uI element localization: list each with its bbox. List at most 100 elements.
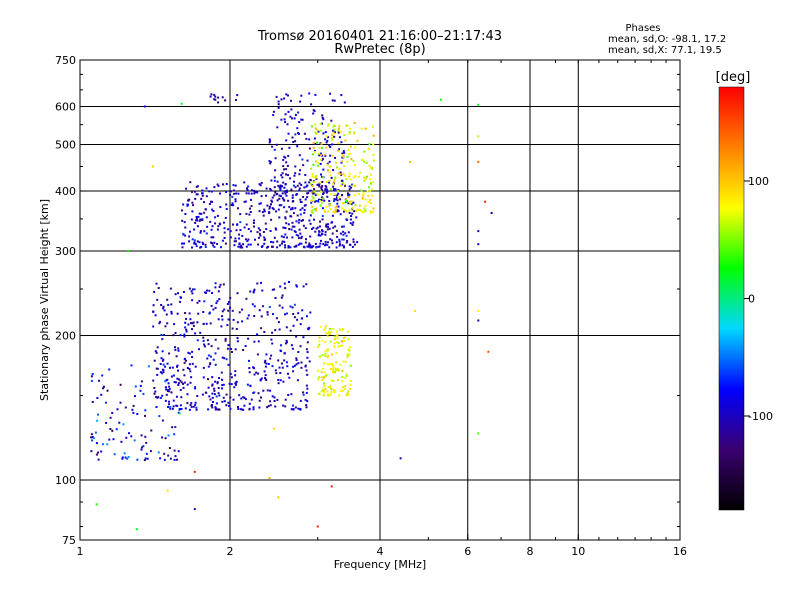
- echo-point: [214, 338, 217, 341]
- echo-point: [351, 206, 354, 209]
- echo-point: [253, 340, 256, 343]
- echo-point: [269, 188, 272, 190]
- echo-point: [92, 437, 95, 439]
- echo-point: [244, 398, 247, 401]
- echo-point: [318, 154, 321, 157]
- echo-point: [118, 421, 121, 424]
- echo-point: [348, 172, 351, 175]
- echo-point: [242, 243, 245, 246]
- echo-point: [324, 138, 327, 141]
- echo-point: [232, 184, 235, 187]
- echo-point: [179, 404, 182, 407]
- echo-point: [328, 227, 331, 230]
- echo-point: [360, 127, 363, 130]
- echo-point: [337, 131, 340, 134]
- echo-point: [271, 331, 274, 334]
- echo-point: [297, 111, 300, 114]
- echo-point: [160, 333, 163, 336]
- echo-point: [144, 414, 146, 417]
- echo-point: [328, 160, 331, 163]
- echo-point: [344, 184, 346, 187]
- echo-point: [324, 352, 327, 355]
- echo-point: [311, 209, 314, 212]
- echo-point: [331, 232, 334, 235]
- echo-point: [322, 132, 325, 135]
- echo-point: [188, 363, 191, 366]
- echo-point: [295, 363, 298, 366]
- echo-point: [201, 192, 204, 195]
- echo-point: [477, 103, 480, 106]
- echo-point: [308, 326, 311, 329]
- echo-point: [341, 154, 344, 156]
- echo-point: [293, 225, 296, 228]
- echo-point: [325, 223, 328, 226]
- echo-point: [226, 347, 229, 350]
- echo-point: [278, 194, 281, 197]
- echo-point: [371, 125, 374, 128]
- echo-point: [244, 345, 247, 347]
- y-tick-label: 100: [55, 474, 76, 487]
- echo-point: [195, 245, 198, 248]
- echo-point: [284, 113, 287, 116]
- echo-point: [130, 364, 133, 367]
- echo-point: [352, 159, 355, 162]
- echo-point: [344, 139, 347, 142]
- echo-point: [108, 438, 111, 441]
- echo-point: [341, 193, 343, 196]
- echo-point: [106, 389, 109, 392]
- echo-point: [270, 218, 273, 221]
- echo-point: [332, 132, 335, 135]
- echo-point: [210, 345, 213, 348]
- echo-point: [214, 282, 217, 285]
- echo-point: [212, 358, 215, 361]
- echo-point: [234, 348, 237, 351]
- echo-point: [183, 335, 186, 338]
- echo-point: [205, 187, 208, 190]
- echo-point: [369, 178, 372, 181]
- echo-point: [253, 373, 256, 376]
- echo-point: [329, 387, 332, 389]
- echo-point: [187, 199, 190, 202]
- echo-point: [252, 391, 255, 394]
- echo-point: [327, 363, 330, 366]
- echo-point: [164, 380, 167, 383]
- echo-point: [343, 208, 346, 211]
- echo-point: [211, 225, 214, 228]
- echo-point: [144, 435, 147, 438]
- echo-point: [169, 287, 172, 290]
- echo-point: [297, 407, 300, 410]
- echo-point: [241, 408, 244, 411]
- echo-point: [188, 368, 191, 370]
- echo-point: [332, 379, 335, 382]
- echo-point: [330, 393, 332, 396]
- echo-point: [341, 152, 344, 155]
- echo-point: [198, 219, 201, 222]
- echo-point: [162, 307, 165, 310]
- echo-point: [335, 198, 337, 201]
- echo-point: [305, 406, 308, 409]
- echo-point: [176, 365, 178, 368]
- echo-point: [192, 324, 195, 327]
- echo-point: [96, 397, 99, 399]
- echo-point: [292, 324, 295, 327]
- echo-point: [260, 281, 262, 284]
- echo-point: [321, 353, 324, 356]
- echo-point: [315, 209, 317, 212]
- echo-point: [302, 285, 305, 288]
- echo-point: [350, 158, 353, 161]
- echo-point: [364, 177, 367, 180]
- echo-point: [290, 408, 293, 411]
- echo-point: [319, 200, 321, 202]
- echo-point: [284, 313, 286, 316]
- echo-point: [314, 176, 317, 179]
- echo-point: [208, 190, 211, 193]
- echo-point: [283, 206, 286, 209]
- echo-point: [214, 306, 217, 309]
- echo-point: [269, 230, 272, 232]
- echo-point: [172, 399, 175, 402]
- echo-point: [190, 290, 193, 293]
- echo-point: [211, 404, 213, 406]
- echo-point: [341, 376, 344, 378]
- echo-point: [281, 185, 284, 188]
- echo-point: [205, 322, 208, 325]
